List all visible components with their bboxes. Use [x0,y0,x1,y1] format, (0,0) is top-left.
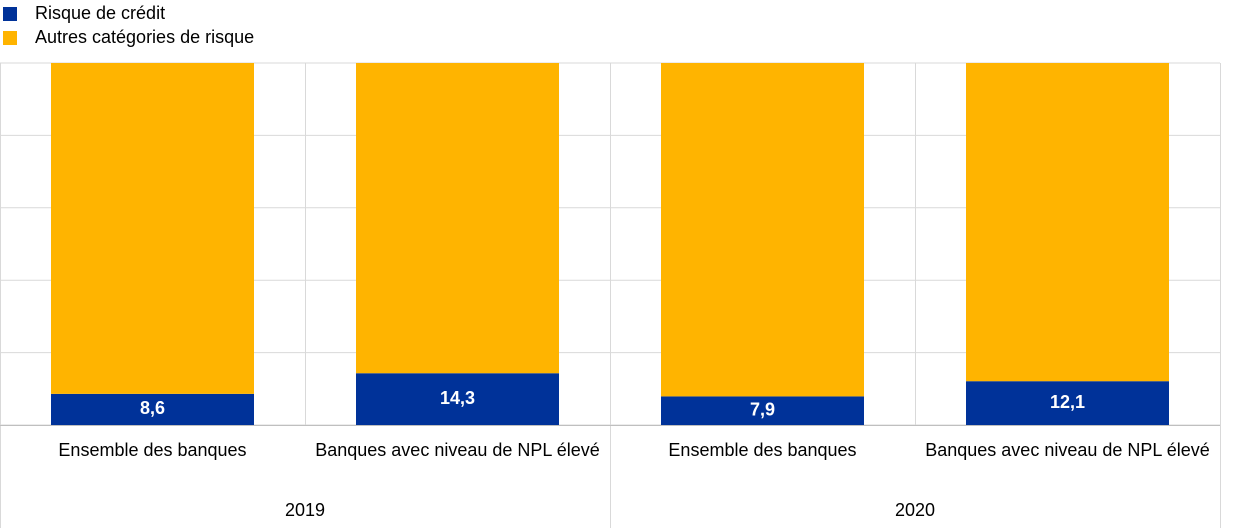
bar-segment [51,63,254,394]
bar-segment [661,63,864,397]
x-tick-label: Banques avec niveau de NPL élevé [315,440,600,460]
legend-swatch [3,31,17,45]
bar-segment [966,381,1169,425]
value-label: 8,6 [140,398,165,418]
legend-label: Autres catégories de risque [35,27,254,47]
bar-segment [356,63,559,374]
bar-segment [966,63,1169,382]
bar-segment [356,373,559,425]
legend-swatch [3,7,17,21]
bar-segment [51,393,254,425]
x-tick-label: Banques avec niveau de NPL élevé [925,440,1210,460]
group-label: 2019 [284,500,326,520]
bar-segment [661,396,864,425]
x-tick-label: Ensemble des banques [668,440,857,460]
value-label: 12,1 [1050,392,1085,412]
group-label: 2020 [894,500,936,520]
value-label: 14,3 [440,388,475,408]
value-label: 7,9 [750,399,775,419]
x-tick-label: Ensemble des banques [58,440,247,460]
legend-label: Risque de crédit [35,3,165,23]
